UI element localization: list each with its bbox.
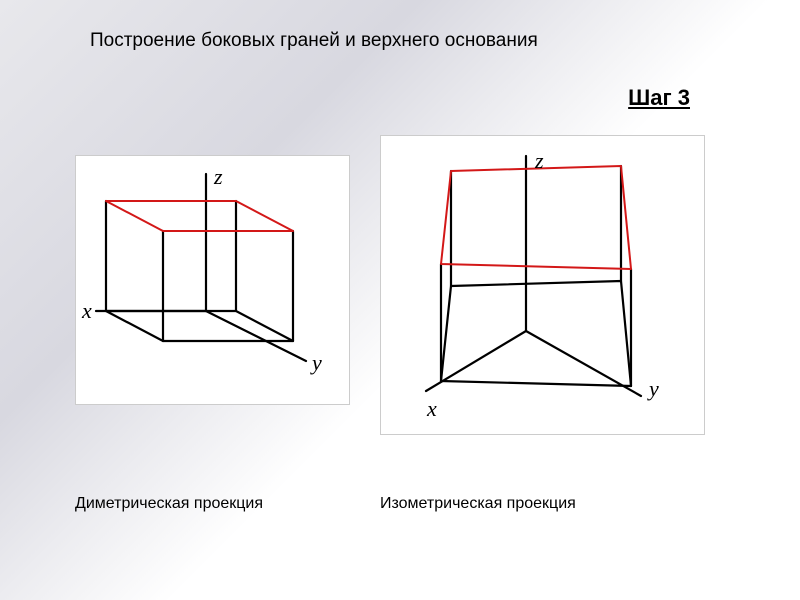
isometric-caption: Изометрическая проекция [380, 495, 576, 513]
svg-text:z: z [534, 148, 544, 173]
isometric-panel: x y z [380, 135, 705, 435]
svg-text:x: x [426, 396, 437, 421]
dimetric-caption: Диметрическая проекция [75, 495, 263, 513]
page-title: Построение боковых граней и верхнего осн… [90, 30, 538, 52]
svg-text:y: y [310, 350, 322, 375]
svg-text:x: x [81, 298, 92, 323]
svg-text:y: y [647, 376, 659, 401]
dimetric-panel: x y z [75, 155, 350, 405]
svg-text:z: z [213, 164, 223, 189]
dimetric-svg: x y z [76, 156, 351, 406]
step-label: Шаг 3 [628, 85, 690, 111]
isometric-svg: x y z [381, 136, 706, 436]
